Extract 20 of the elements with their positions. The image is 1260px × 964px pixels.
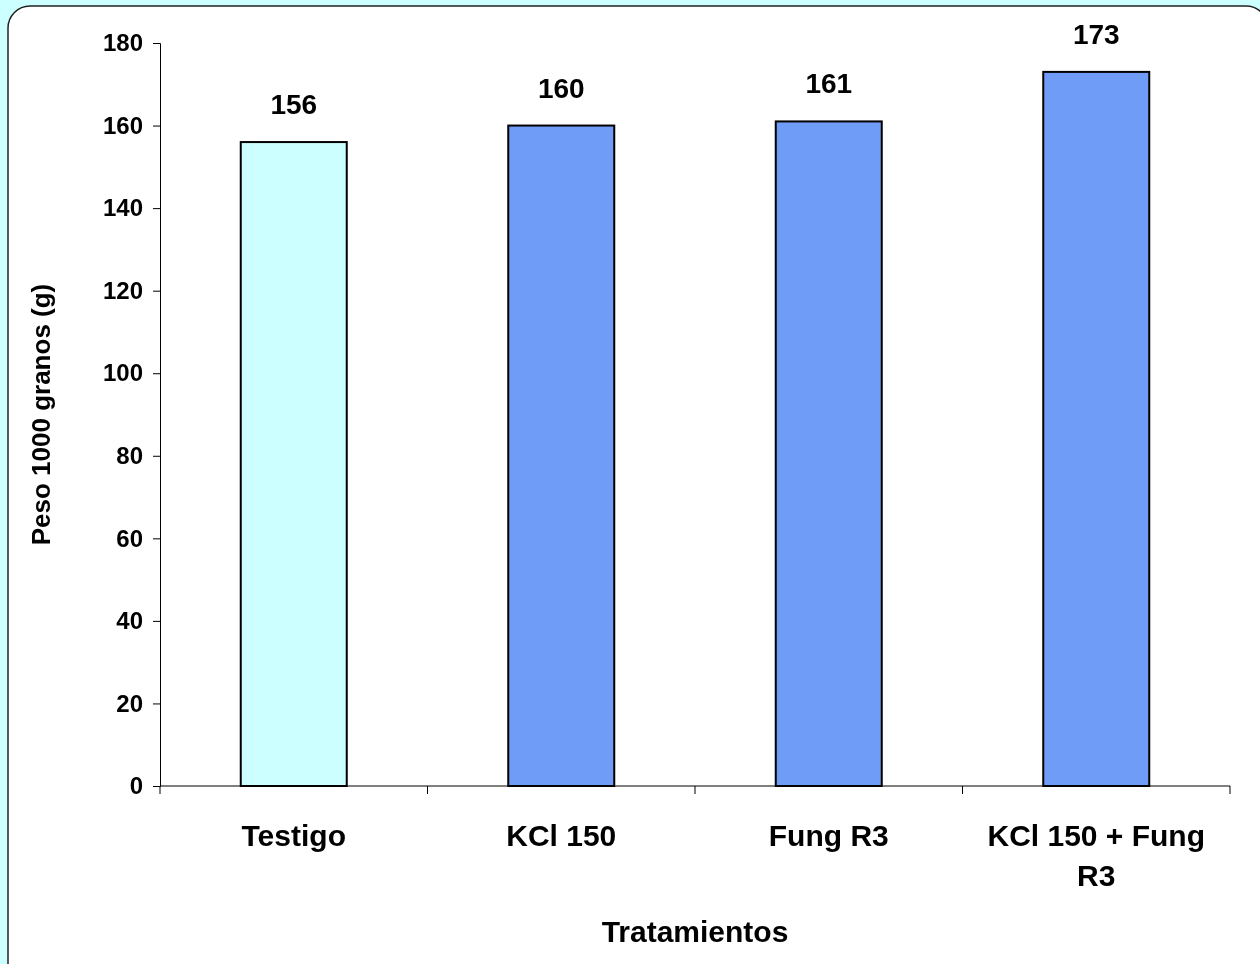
x-tick-label: KCl 150 + Fung R3	[987, 819, 1206, 892]
data-label: 173	[1072, 18, 1120, 50]
y-tick-label: 180	[102, 29, 143, 57]
x-tick-label: Fung R3	[768, 819, 889, 852]
y-tick-label: 120	[102, 276, 143, 304]
data-label: 160	[537, 72, 585, 104]
y-tick-label: 160	[102, 111, 143, 139]
y-tick-label: 40	[116, 607, 143, 635]
x-axis-title: Tratamientos	[601, 915, 789, 948]
y-tick-label: 20	[116, 689, 143, 717]
x-tick-label: Testigo	[241, 819, 346, 852]
y-tick-label: 80	[116, 441, 143, 469]
y-tick-label: 140	[102, 194, 143, 222]
y-tick-label: 60	[116, 524, 143, 552]
data-label: 156	[270, 89, 318, 121]
y-tick-label: 100	[102, 359, 143, 387]
y-axis-title: Peso 1000 granos (g)	[26, 283, 56, 546]
data-label: 161	[805, 68, 853, 100]
y-tick-label: 0	[129, 772, 143, 800]
x-tick-label: KCl 150	[506, 819, 617, 852]
